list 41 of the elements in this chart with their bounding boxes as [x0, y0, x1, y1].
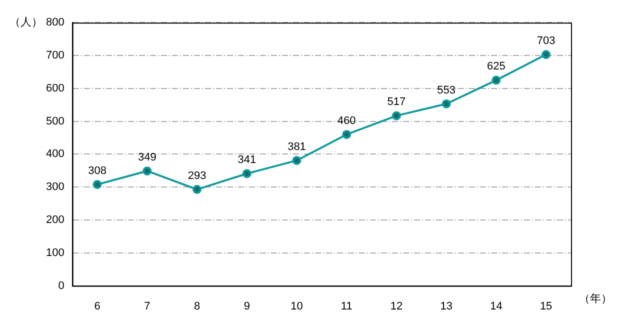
x-tick-label: 7 [144, 300, 150, 312]
x-tick-label: 13 [440, 300, 452, 312]
y-tick-label: 300 [46, 181, 64, 194]
y-tick-label: 500 [46, 115, 64, 128]
y-tick-label: 400 [46, 148, 64, 160]
data-label: 308 [88, 165, 106, 177]
point [242, 169, 252, 178]
point [192, 184, 202, 194]
point [142, 166, 152, 176]
x-tick-label: 8 [194, 300, 200, 312]
data-label: 341 [238, 154, 256, 166]
x-tick-label: 15 [540, 300, 552, 312]
data-label: 517 [387, 96, 406, 108]
data-label: 349 [138, 152, 156, 164]
data-label: 553 [437, 84, 456, 96]
y-tick-label: 600 [46, 82, 64, 94]
y-tick-label: 800 [46, 16, 64, 29]
x-tick-label: 10 [290, 300, 303, 312]
data-label: 625 [487, 60, 506, 73]
data-label: 293 [188, 170, 206, 182]
data-label: 703 [536, 35, 556, 48]
point [542, 50, 551, 60]
data-label: 460 [337, 114, 356, 127]
x-tick-label: 14 [490, 300, 502, 312]
x-tick-label: 12 [390, 300, 403, 312]
point [442, 99, 451, 108]
x-tick-label: 9 [244, 300, 250, 312]
point [342, 130, 352, 139]
x-axis-title: （年） [579, 292, 612, 305]
y-tick-label: 700 [46, 50, 64, 62]
y-tick-label: 0 [58, 280, 64, 292]
point [292, 156, 302, 165]
point [92, 180, 102, 189]
x-tick-label: 11 [340, 300, 352, 312]
data-label: 381 [288, 140, 306, 153]
x-tick-label: 6 [94, 300, 100, 312]
point [392, 111, 401, 120]
y-tick-label: 100 [46, 246, 64, 259]
y-axis-title: （人） [9, 16, 42, 29]
point [492, 76, 501, 85]
y-tick-label: 200 [46, 214, 64, 226]
